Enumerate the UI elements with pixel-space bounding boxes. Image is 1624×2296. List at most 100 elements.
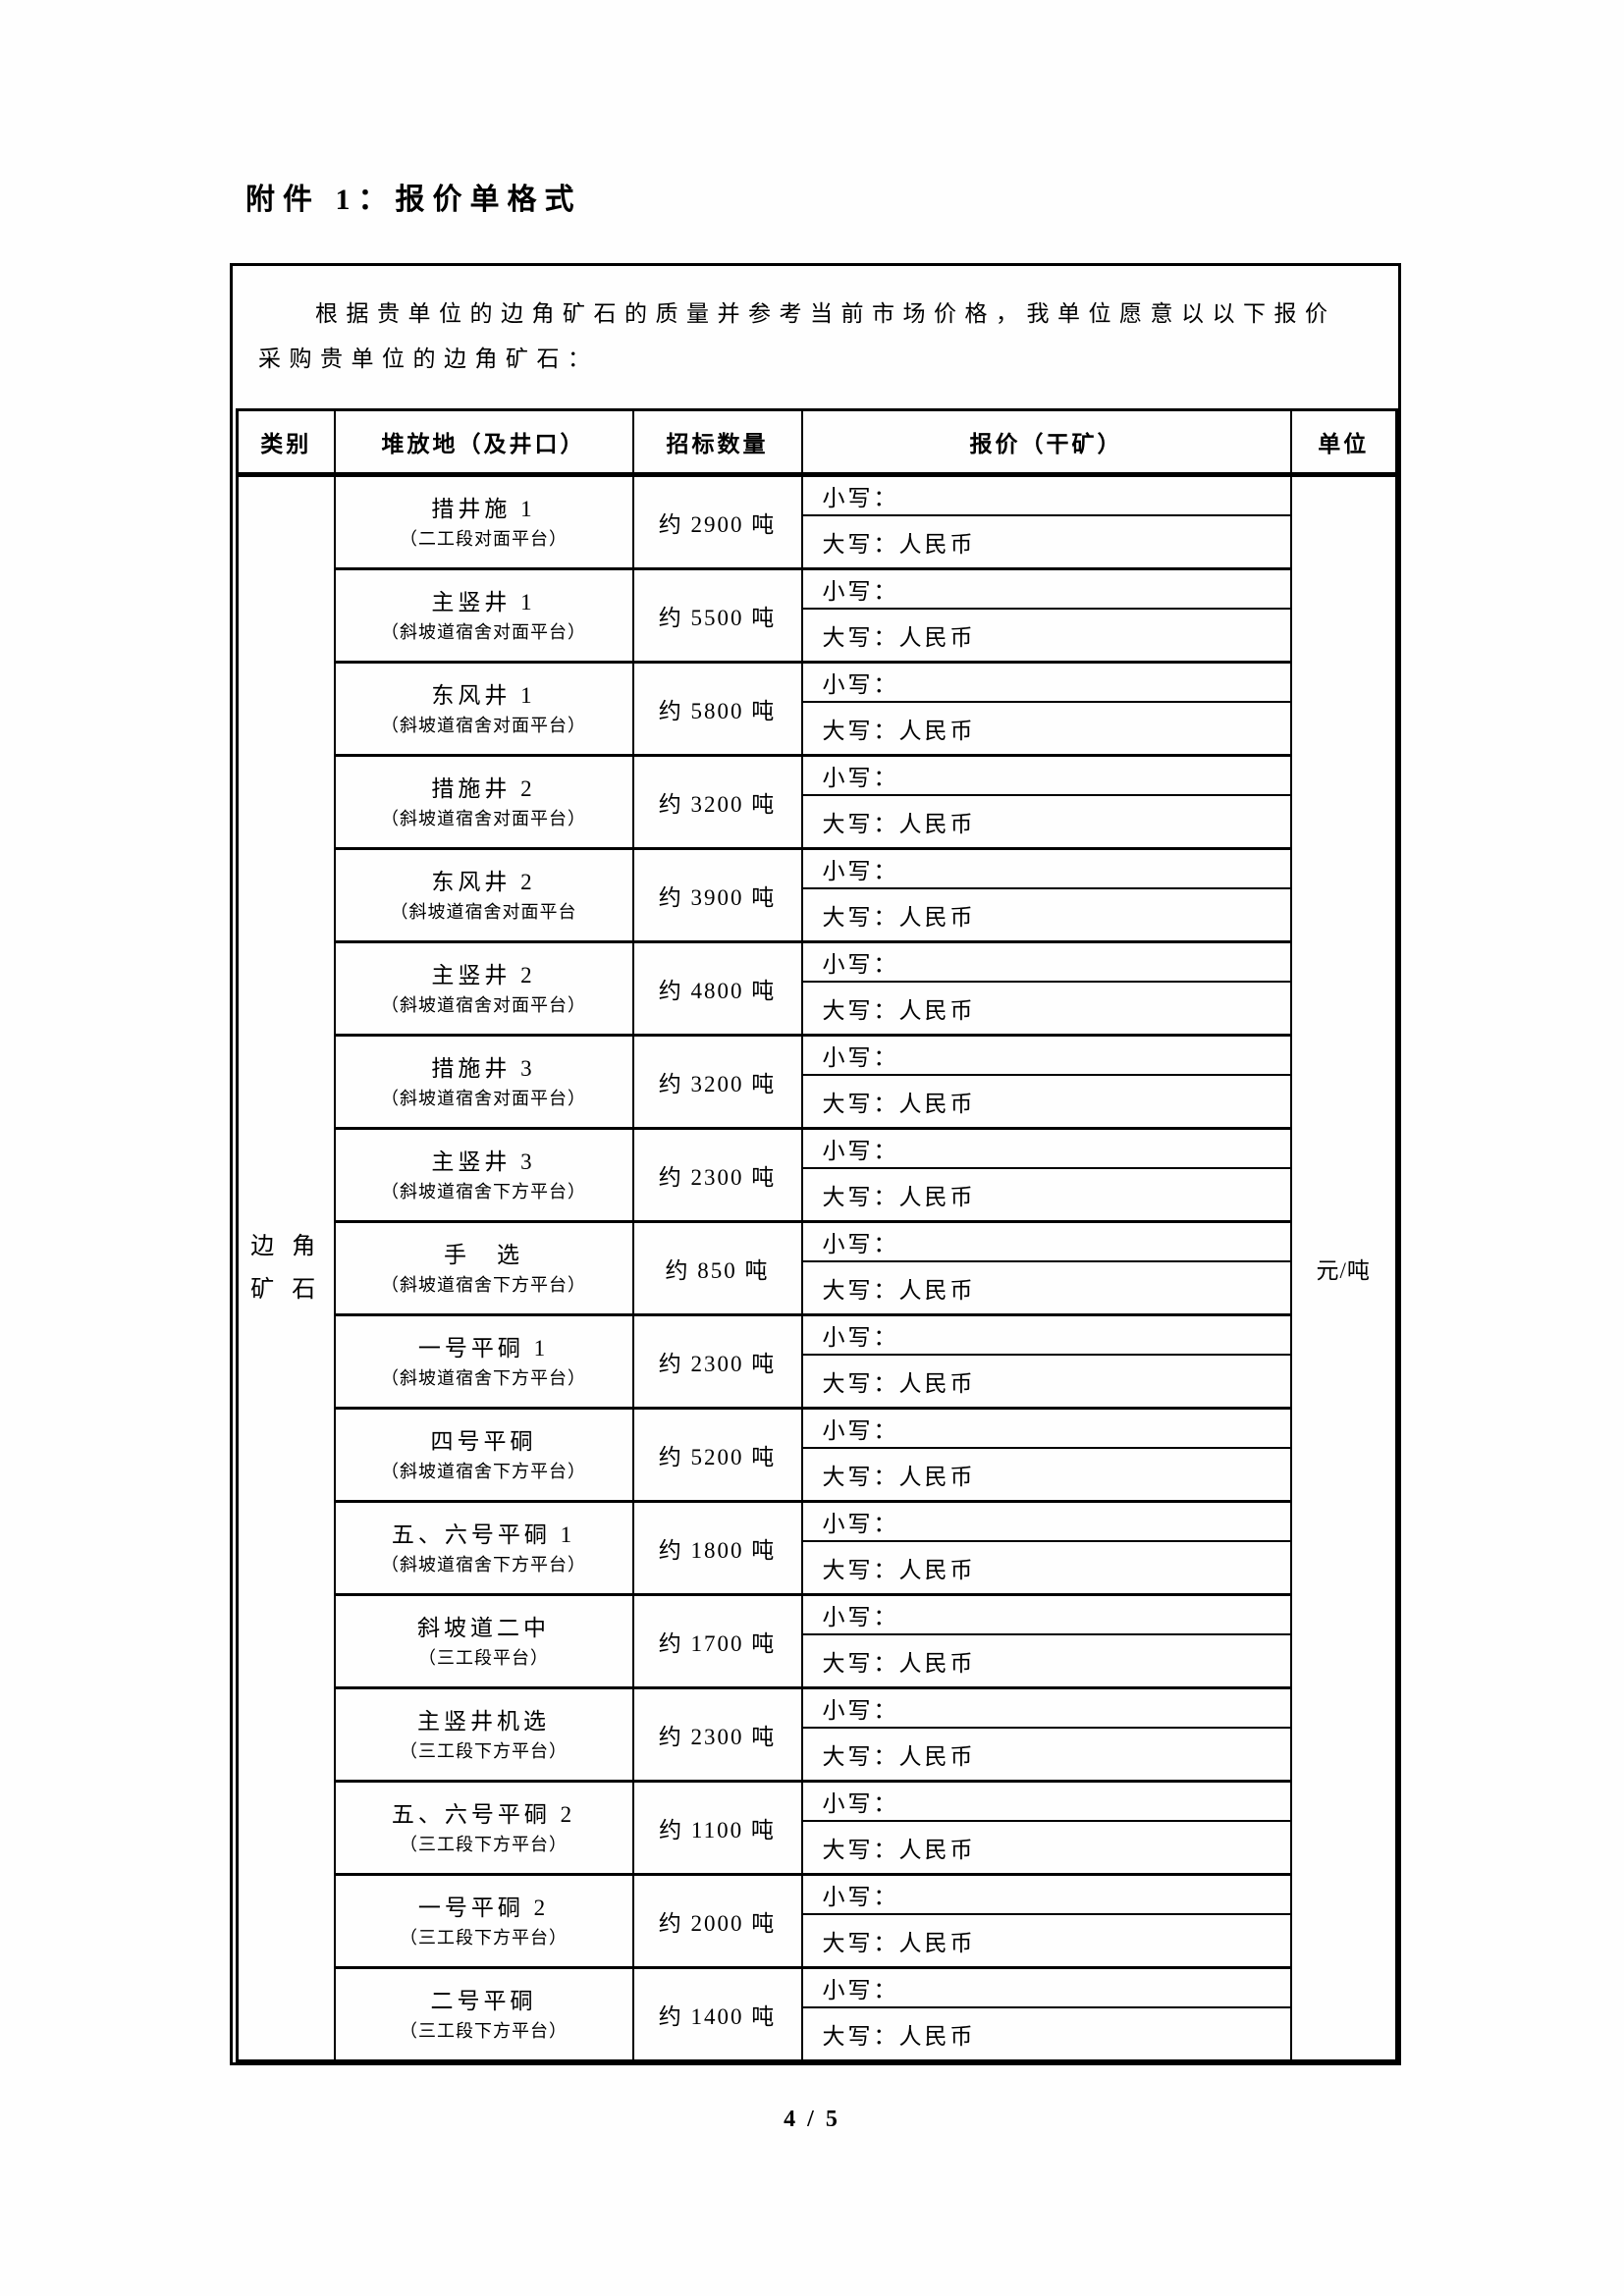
stockpile-name: 主竖井 3 <box>431 1149 536 1174</box>
stockpile-cell: 东风井 2 （斜坡道宿舍对面平台 <box>333 847 634 943</box>
stockpile-cell: 一号平硐 1 （斜坡道宿舍下方平台） <box>333 1313 634 1410</box>
quantity-cell: 约 1400 吨 <box>631 1966 803 2062</box>
table-row: 一号平硐 2 （三工段下方平台） 约 2000 吨 小写： <box>238 1873 1397 1969</box>
category-line: 边 角 <box>250 1234 322 1259</box>
intro-line-2: 采购贵单位的边角矿石： <box>258 347 599 371</box>
quantity-cell: 约 3200 吨 <box>631 1034 803 1130</box>
stockpile-cell: 四号平硐 （斜坡道宿舍下方平台） <box>333 1407 634 1503</box>
price-uppercase-cell: 大写：人民币 <box>800 1447 1292 1503</box>
price-uppercase-cell: 大写：人民币 <box>800 1354 1292 1410</box>
quantity-cell: 约 2900 吨 <box>631 473 803 570</box>
stockpile-note: （斜坡道宿舍下方平台） <box>381 1462 586 1481</box>
category-line: 矿 石 <box>250 1277 322 1303</box>
table-row-sub: 大写：人民币 <box>238 2006 1397 2062</box>
price-uppercase-cell: 大写：人民币 <box>800 608 1292 664</box>
price-uppercase-cell: 大写：人民币 <box>800 1820 1292 1876</box>
category-cell: 边 角 矿 石 <box>236 473 336 2062</box>
quotation-table: 类别 堆放地（及井口） 招标数量 报价（干矿） 单位 边 角 矿 石 措井施 1… <box>236 408 1398 2062</box>
quantity-cell: 约 1800 吨 <box>631 1500 803 1596</box>
stockpile-cell: 主竖井 1 （斜坡道宿舍对面平台） <box>333 567 634 664</box>
stockpile-note: （斜坡道宿舍下方平台） <box>381 1368 586 1388</box>
table-row-sub: 大写：人民币 <box>238 887 1397 943</box>
stockpile-note: （三工段下方平台） <box>400 1741 568 1761</box>
intro-paragraph: 根据贵单位的边角矿石的质量并参考当前市场价格，我单位愿意以以下报价采购贵单位的边… <box>233 266 1398 382</box>
price-lowercase-cell: 小写： <box>800 473 1292 516</box>
stockpile-note: （斜坡道宿舍对面平台） <box>381 995 586 1015</box>
intro-line-1: 根据贵单位的边角矿石的质量并参考当前市场价格，我单位愿意以以下报价 <box>315 301 1336 326</box>
stockpile-cell: 二号平硐 （三工段下方平台） <box>333 1966 634 2062</box>
stockpile-note: （斜坡道宿舍对面平台） <box>381 716 586 735</box>
header-quantity: 招标数量 <box>631 408 803 477</box>
stockpile-name: 措施井 2 <box>431 776 536 801</box>
price-lowercase-cell: 小写： <box>800 567 1292 610</box>
quantity-cell: 约 3900 吨 <box>631 847 803 943</box>
stockpile-name: 四号平硐 <box>430 1429 537 1454</box>
table-row-sub: 大写：人民币 <box>238 1727 1397 1783</box>
quantity-cell: 约 2000 吨 <box>631 1873 803 1969</box>
price-lowercase-cell: 小写： <box>800 1966 1292 2008</box>
stockpile-note: （三工段下方平台） <box>400 1928 568 1948</box>
table-row-sub: 大写：人民币 <box>238 701 1397 757</box>
stockpile-cell: 东风井 1 （斜坡道宿舍对面平台） <box>333 661 634 757</box>
table-row: 东风井 1 （斜坡道宿舍对面平台） 约 5800 吨 小写： <box>238 661 1397 757</box>
table-row-sub: 大写：人民币 <box>238 1540 1397 1596</box>
stockpile-cell: 措施井 3 （斜坡道宿舍对面平台） <box>333 1034 634 1130</box>
table-row-sub: 大写：人民币 <box>238 1354 1397 1410</box>
stockpile-name: 主竖井机选 <box>417 1709 550 1734</box>
stockpile-name: 一号平硐 2 <box>417 1896 550 1920</box>
page-number: 4 / 5 <box>784 2107 840 2132</box>
table-row: 五、六号平硐 2 （三工段下方平台） 约 1100 吨 小写： <box>238 1780 1397 1876</box>
quantity-cell: 约 5800 吨 <box>631 661 803 757</box>
quantity-cell: 约 1100 吨 <box>631 1780 803 1876</box>
table-row: 五、六号平硐 1 （斜坡道宿舍下方平台） 约 1800 吨 小写： <box>238 1500 1397 1596</box>
quantity-cell: 约 1700 吨 <box>631 1593 803 1689</box>
quantity-cell: 约 2300 吨 <box>631 1127 803 1223</box>
stockpile-note: （斜坡道宿舍下方平台） <box>381 1275 586 1295</box>
price-uppercase-cell: 大写：人民币 <box>800 794 1292 850</box>
stockpile-note: （斜坡道宿舍下方平台） <box>381 1555 586 1575</box>
price-lowercase-cell: 小写： <box>800 1313 1292 1356</box>
stockpile-cell: 手 选 （斜坡道宿舍下方平台） <box>333 1220 634 1316</box>
table-row-sub: 大写：人民币 <box>238 1447 1397 1503</box>
price-lowercase-cell: 小写： <box>800 1220 1292 1262</box>
stockpile-name: 五、六号平硐 1 <box>391 1522 576 1547</box>
price-lowercase-cell: 小写： <box>800 1873 1292 1915</box>
stockpile-cell: 主竖井机选 （三工段下方平台） <box>333 1686 634 1783</box>
stockpile-cell: 斜坡道二中 （三工段平台） <box>333 1593 634 1689</box>
quantity-cell: 约 5200 吨 <box>631 1407 803 1503</box>
price-uppercase-cell: 大写：人民币 <box>800 1167 1292 1223</box>
price-uppercase-cell: 大写：人民币 <box>800 701 1292 757</box>
price-uppercase-cell: 大写：人民币 <box>800 981 1292 1037</box>
stockpile-name: 二号平硐 <box>430 1989 537 2013</box>
table-row: 主竖井机选 （三工段下方平台） 约 2300 吨 小写： <box>238 1686 1397 1783</box>
stockpile-cell: 措施井 2 （斜坡道宿舍对面平台） <box>333 754 634 850</box>
table-row: 措施井 2 （斜坡道宿舍对面平台） 约 3200 吨 小写： <box>238 754 1397 850</box>
stockpile-name: 手 选 <box>444 1243 523 1267</box>
header-stockpile: 堆放地（及井口） <box>333 408 634 477</box>
table-row-sub: 大写：人民币 <box>238 1260 1397 1316</box>
price-uppercase-cell: 大写：人民币 <box>800 1074 1292 1130</box>
content-box: 根据贵单位的边角矿石的质量并参考当前市场价格，我单位愿意以以下报价采购贵单位的边… <box>230 263 1401 2065</box>
price-lowercase-cell: 小写： <box>800 1686 1292 1729</box>
price-uppercase-cell: 大写：人民币 <box>800 514 1292 570</box>
price-uppercase-cell: 大写：人民币 <box>800 2006 1292 2062</box>
stockpile-cell: 五、六号平硐 2 （三工段下方平台） <box>333 1780 634 1876</box>
table-row: 主竖井 3 （斜坡道宿舍下方平台） 约 2300 吨 小写： <box>238 1127 1397 1223</box>
quantity-cell: 约 5500 吨 <box>631 567 803 664</box>
table-row-sub: 大写：人民币 <box>238 1633 1397 1689</box>
price-lowercase-cell: 小写： <box>800 940 1292 983</box>
table-row: 斜坡道二中 （三工段平台） 约 1700 吨 小写： <box>238 1593 1397 1689</box>
stockpile-note: （三工段平台） <box>418 1648 549 1668</box>
price-lowercase-cell: 小写： <box>800 1407 1292 1449</box>
price-lowercase-cell: 小写： <box>800 847 1292 889</box>
price-uppercase-cell: 大写：人民币 <box>800 1913 1292 1969</box>
stockpile-note: （斜坡道宿舍对面平台 <box>390 902 577 922</box>
table-row-sub: 大写：人民币 <box>238 794 1397 850</box>
stockpile-name: 一号平硐 1 <box>417 1336 550 1361</box>
quantity-cell: 约 4800 吨 <box>631 940 803 1037</box>
stockpile-name: 主竖井 2 <box>431 963 536 988</box>
stockpile-name: 东风井 2 <box>431 870 536 894</box>
table-row: 措施井 3 （斜坡道宿舍对面平台） 约 3200 吨 小写： <box>238 1034 1397 1130</box>
quantity-cell: 约 850 吨 <box>631 1220 803 1316</box>
